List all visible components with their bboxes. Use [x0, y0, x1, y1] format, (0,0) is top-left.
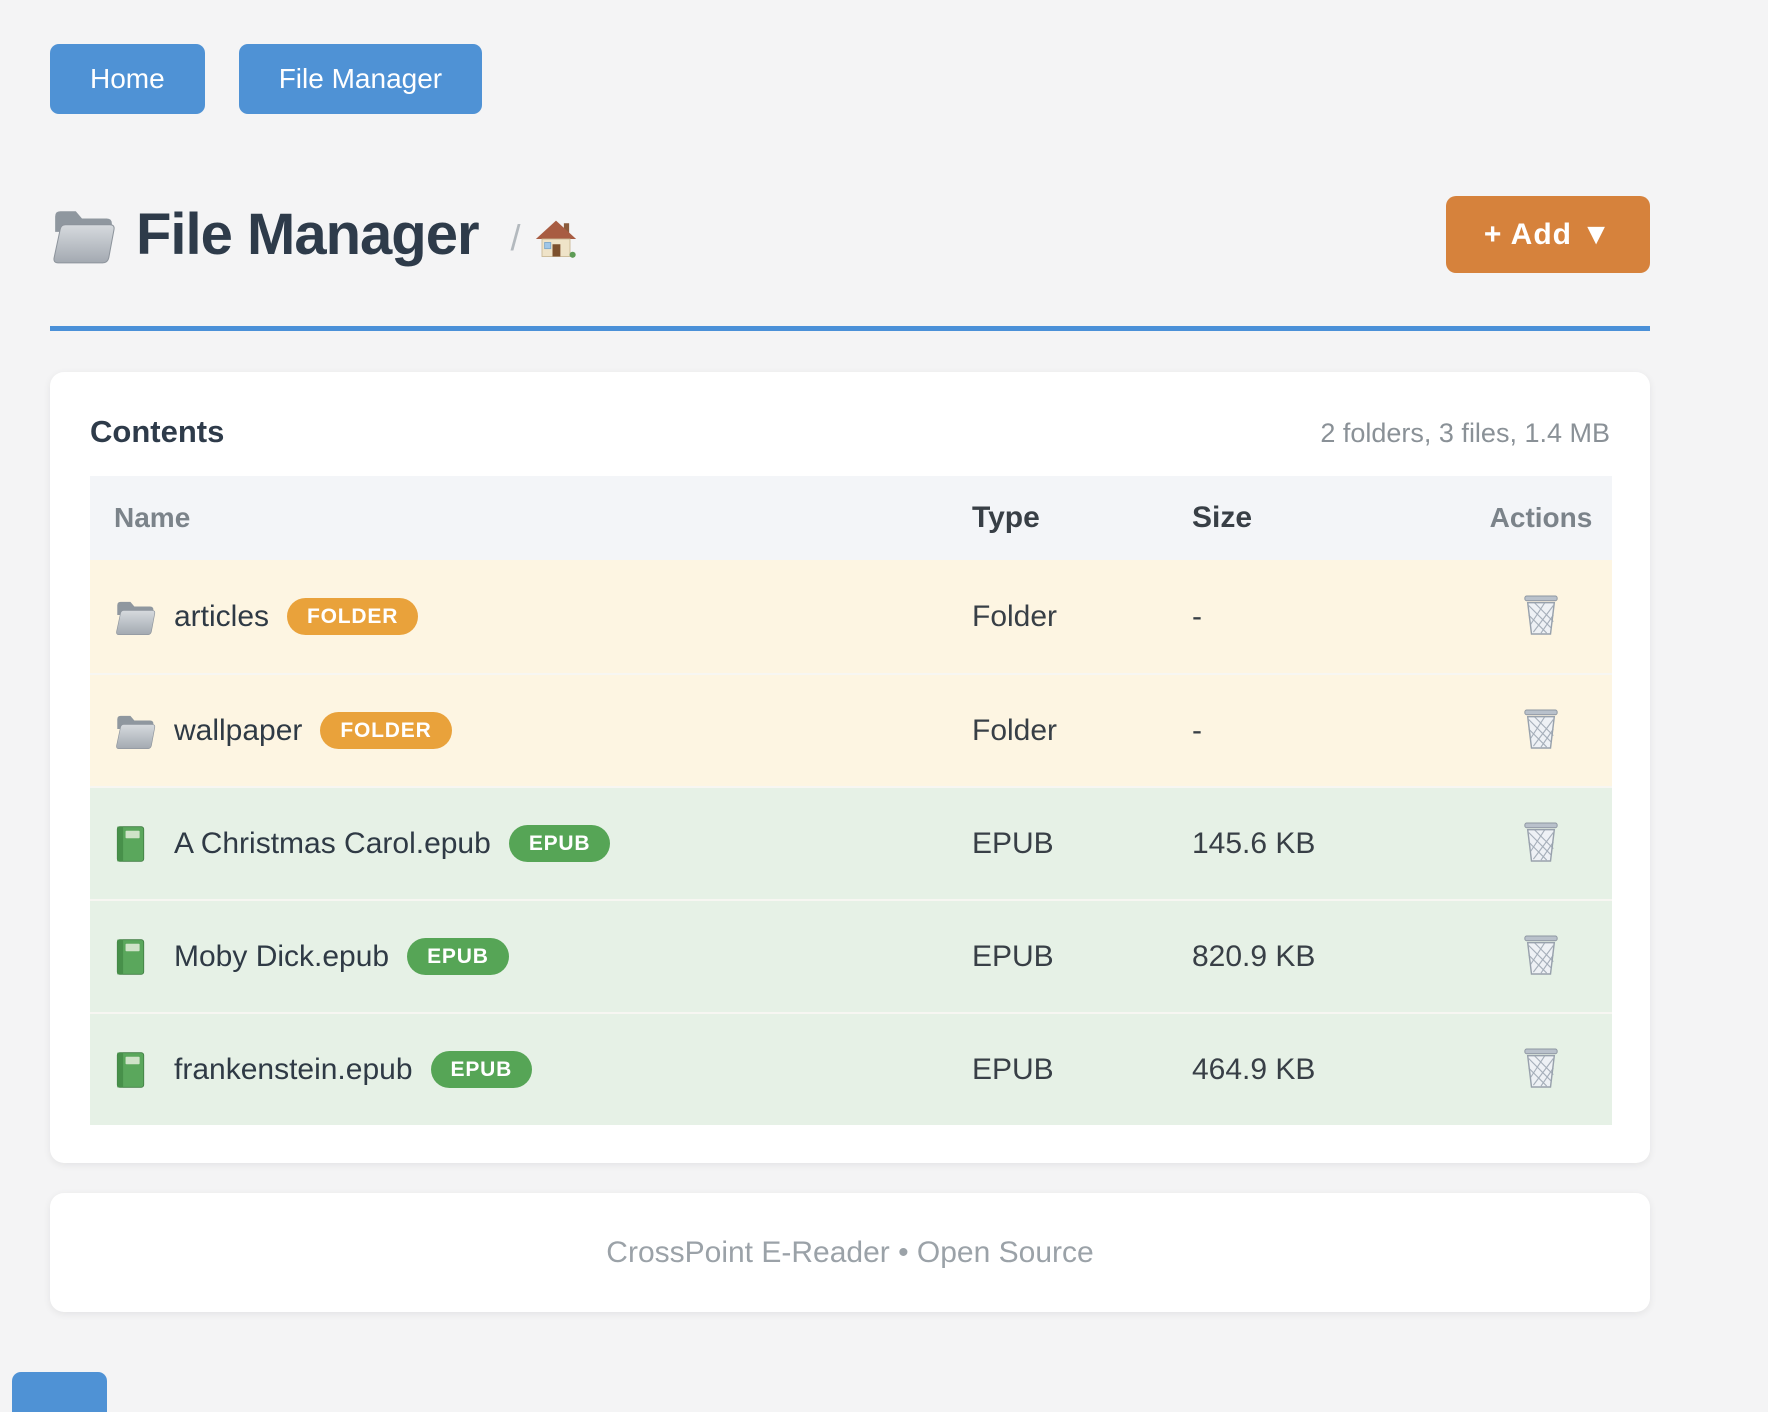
file-name-cell[interactable]: Moby Dick.epub EPUB: [90, 938, 972, 976]
footer-card: CrossPoint E-Reader • Open Source: [50, 1193, 1650, 1312]
top-nav: Home File Manager: [50, 44, 483, 114]
file-name-cell[interactable]: frankenstein.epub EPUB: [90, 1051, 972, 1089]
trash-icon: [1522, 708, 1560, 753]
actions-cell: [1470, 934, 1612, 980]
delete-button[interactable]: [1518, 821, 1564, 867]
file-name: wallpaper: [174, 713, 303, 747]
file-size: 820.9 KB: [1192, 939, 1316, 973]
folder-icon: [114, 712, 156, 750]
contents-heading: Contents: [90, 414, 225, 449]
file-type: Folder: [972, 599, 1058, 633]
file-type: EPUB: [972, 826, 1054, 860]
column-header-type: Type: [972, 501, 1040, 534]
file-size: 145.6 KB: [1192, 826, 1316, 860]
bottom-cutoff-button[interactable]: [12, 1372, 107, 1412]
book-icon: [114, 825, 156, 863]
contents-header: Contents 2 folders, 3 files, 1.4 MB: [90, 372, 1610, 476]
file-name: articles: [174, 599, 270, 633]
file-size: -: [1192, 599, 1202, 633]
actions-cell: [1470, 821, 1612, 867]
contents-card: Contents 2 folders, 3 files, 1.4 MB Name…: [50, 372, 1650, 1163]
header-divider: [50, 326, 1650, 331]
contents-summary: 2 folders, 3 files, 1.4 MB: [1320, 418, 1610, 448]
type-badge: EPUB: [508, 825, 611, 862]
column-header-actions: Actions: [1489, 502, 1593, 533]
trash-icon: [1522, 594, 1560, 639]
book-icon: [114, 1051, 156, 1089]
delete-button[interactable]: [1518, 934, 1564, 980]
file-type: EPUB: [972, 1052, 1054, 1086]
type-badge: FOLDER: [287, 598, 419, 635]
table-row: wallpaper FOLDER Folder -: [90, 673, 1612, 786]
delete-button[interactable]: [1518, 708, 1564, 754]
actions-cell: [1470, 708, 1612, 754]
add-button[interactable]: + Add ▼: [1445, 196, 1650, 273]
page-title: File Manager: [136, 202, 480, 267]
type-badge: FOLDER: [320, 712, 452, 749]
actions-cell: [1470, 1047, 1612, 1093]
file-name: A Christmas Carol.epub: [174, 826, 491, 860]
file-size: 464.9 KB: [1192, 1052, 1316, 1086]
file-manager-button[interactable]: File Manager: [238, 44, 483, 114]
file-table: Name Type Size Actions articles FOLDER Folder…: [90, 476, 1612, 1125]
delete-button[interactable]: [1518, 1047, 1564, 1093]
folder-icon: [50, 206, 116, 264]
folder-icon: [114, 598, 156, 636]
file-type: Folder: [972, 713, 1058, 747]
file-name-cell[interactable]: articles FOLDER: [90, 598, 972, 636]
trash-icon: [1522, 821, 1560, 866]
actions-cell: [1470, 594, 1612, 640]
type-badge: EPUB: [407, 938, 509, 975]
trash-icon: [1522, 1047, 1560, 1092]
file-name: Moby Dick.epub: [174, 939, 390, 973]
breadcrumb-separator: /: [510, 216, 521, 258]
type-badge: EPUB: [430, 1051, 533, 1088]
table-row: Moby Dick.epub EPUB EPUB 820.9 KB: [90, 899, 1612, 1012]
book-icon: [114, 938, 156, 976]
file-type: EPUB: [972, 939, 1054, 973]
file-name-cell[interactable]: wallpaper FOLDER: [90, 712, 972, 750]
table-row: frankenstein.epub EPUB EPUB 464.9 KB: [90, 1012, 1612, 1125]
home-icon[interactable]: [535, 219, 577, 259]
table-row: A Christmas Carol.epub EPUB EPUB 145.6 KB: [90, 786, 1612, 899]
home-button[interactable]: Home: [50, 44, 205, 114]
column-header-size: Size: [1192, 501, 1253, 534]
page-header: File Manager / + Add ▼: [50, 196, 1650, 273]
table-body: articles FOLDER Folder - wallpaper FOLDER Fold…: [90, 560, 1612, 1125]
footer-text: CrossPoint E-Reader • Open Source: [606, 1235, 1094, 1269]
trash-icon: [1522, 934, 1560, 979]
delete-button[interactable]: [1518, 594, 1564, 640]
file-size: -: [1192, 713, 1202, 747]
column-header-name: Name: [114, 502, 191, 533]
file-name-cell[interactable]: A Christmas Carol.epub EPUB: [90, 825, 972, 863]
file-name: frankenstein.epub: [174, 1052, 413, 1086]
table-row: articles FOLDER Folder -: [90, 560, 1612, 673]
table-header-row: Name Type Size Actions: [90, 476, 1612, 560]
